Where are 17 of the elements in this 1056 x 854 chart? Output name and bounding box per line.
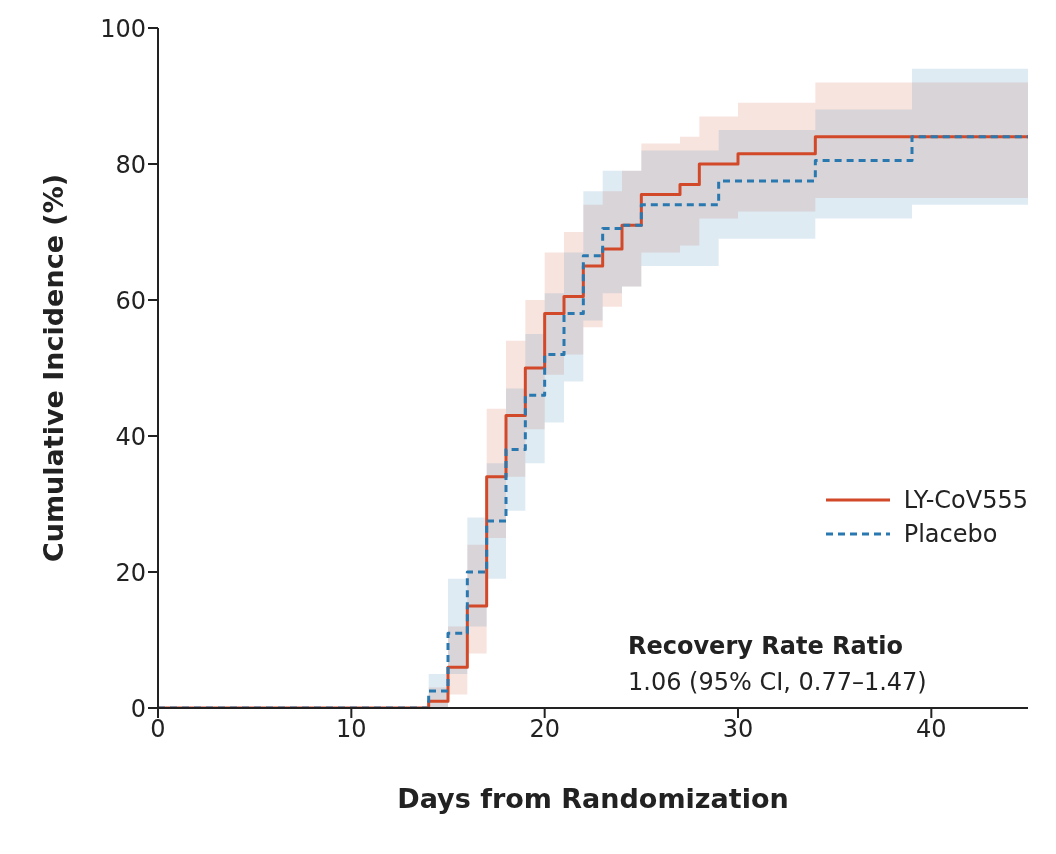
y-tick-label: 80 [115,150,146,179]
y-tick-label: 0 [130,694,146,723]
x-tick-label: 0 [150,715,166,744]
x-tick-label: 30 [722,715,754,744]
y-tick-label: 60 [115,286,146,315]
y-tick-label: 40 [115,422,146,451]
x-tick-label: 20 [529,715,560,744]
annotation: Recovery Rate Ratio [628,631,904,662]
legend-label: LY-CoV555 [903,486,1028,514]
y-axis-title: Cumulative Incidence (%) [37,173,69,563]
y-tick-label: 100 [100,14,146,43]
x-tick-label: 10 [336,715,367,744]
y-tick-label: 20 [115,558,146,587]
annotation: 1.06 (95% CI, 0.77–1.47) [628,667,927,698]
x-tick-label: 40 [916,715,947,744]
x-axis-title: Days from Randomization [397,783,789,814]
legend-label: Placebo [903,520,998,548]
